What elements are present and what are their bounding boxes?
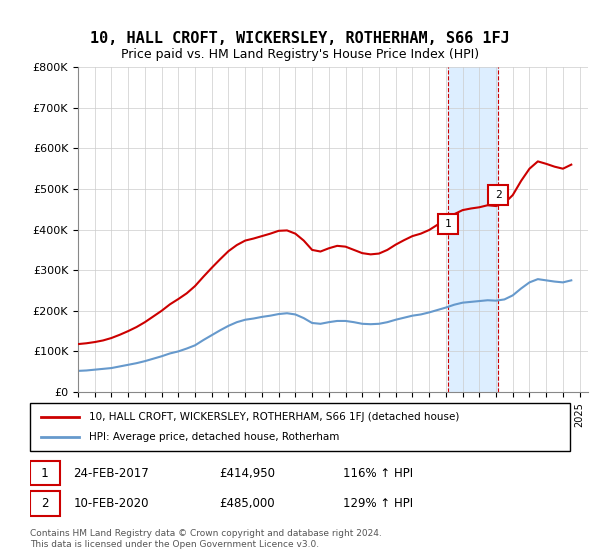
Text: Price paid vs. HM Land Registry's House Price Index (HPI): Price paid vs. HM Land Registry's House … (121, 48, 479, 60)
Text: 2: 2 (494, 190, 502, 200)
Text: HPI: Average price, detached house, Rotherham: HPI: Average price, detached house, Roth… (89, 432, 340, 442)
Text: £414,950: £414,950 (219, 466, 275, 480)
FancyBboxPatch shape (30, 491, 60, 516)
Bar (448, 67, 498, 392)
Text: 10, HALL CROFT, WICKERSLEY, ROTHERHAM, S66 1FJ (detached house): 10, HALL CROFT, WICKERSLEY, ROTHERHAM, S… (89, 412, 460, 422)
Text: 24-FEB-2017: 24-FEB-2017 (73, 466, 149, 480)
Text: 1: 1 (445, 218, 452, 228)
Text: 10-FEB-2020: 10-FEB-2020 (73, 497, 149, 510)
Text: £485,000: £485,000 (219, 497, 275, 510)
Text: 10, HALL CROFT, WICKERSLEY, ROTHERHAM, S66 1FJ: 10, HALL CROFT, WICKERSLEY, ROTHERHAM, S… (90, 31, 510, 46)
Text: 116% ↑ HPI: 116% ↑ HPI (343, 466, 413, 480)
Text: 2: 2 (41, 497, 49, 510)
Text: 1: 1 (41, 466, 49, 480)
Text: 129% ↑ HPI: 129% ↑ HPI (343, 497, 413, 510)
FancyBboxPatch shape (30, 461, 60, 486)
FancyBboxPatch shape (30, 403, 570, 451)
Text: Contains HM Land Registry data © Crown copyright and database right 2024.
This d: Contains HM Land Registry data © Crown c… (30, 529, 382, 549)
